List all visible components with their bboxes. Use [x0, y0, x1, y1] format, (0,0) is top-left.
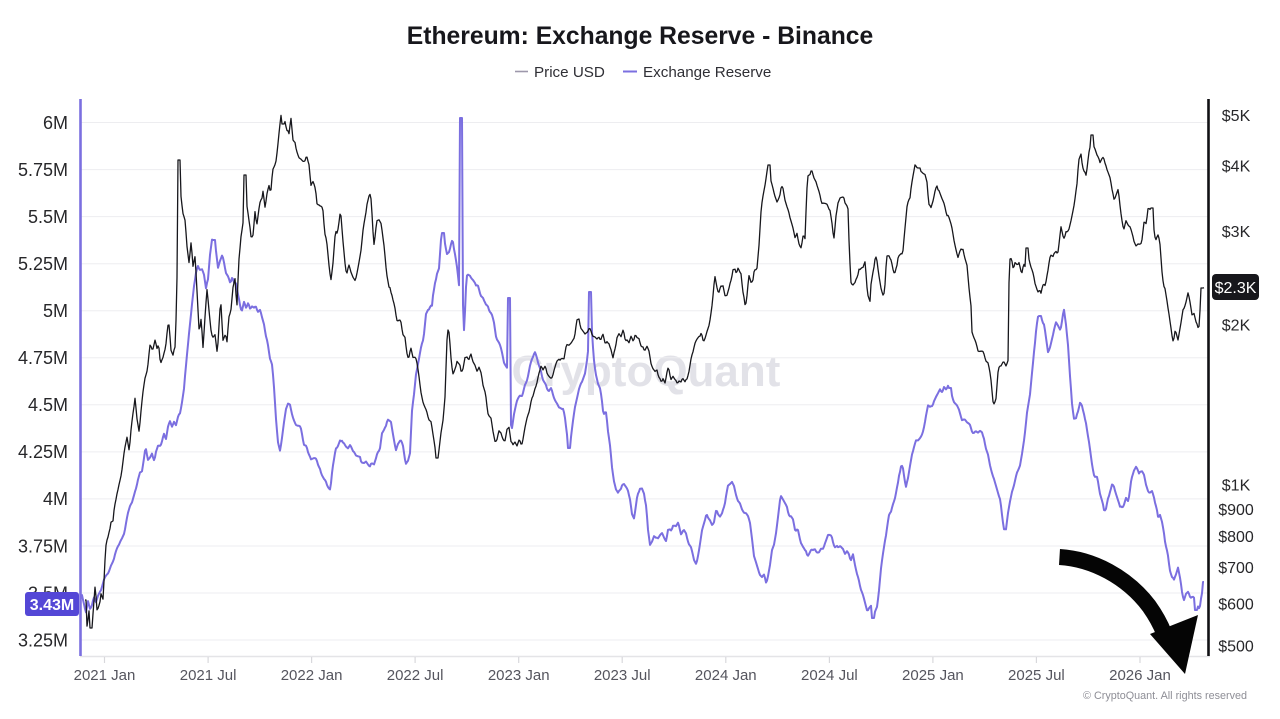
svg-text:3.43M: 3.43M	[30, 597, 74, 614]
svg-text:4.5M: 4.5M	[28, 395, 68, 415]
svg-text:2022 Jul: 2022 Jul	[387, 667, 444, 684]
svg-text:4.25M: 4.25M	[18, 442, 68, 462]
svg-text:2023 Jul: 2023 Jul	[594, 667, 651, 684]
svg-text:3.25M: 3.25M	[18, 630, 68, 650]
svg-text:5.75M: 5.75M	[18, 160, 68, 180]
svg-text:4M: 4M	[43, 489, 68, 509]
svg-text:2024 Jan: 2024 Jan	[695, 667, 757, 684]
svg-text:$1K: $1K	[1222, 478, 1251, 495]
svg-text:2026 Jan: 2026 Jan	[1109, 667, 1171, 684]
svg-text:5.25M: 5.25M	[18, 254, 68, 274]
svg-text:6M: 6M	[43, 113, 68, 133]
svg-text:2021 Jul: 2021 Jul	[180, 667, 237, 684]
svg-text:CryptoQuant: CryptoQuant	[512, 347, 781, 396]
svg-text:$700: $700	[1218, 560, 1254, 577]
svg-text:$600: $600	[1218, 596, 1254, 613]
svg-text:3.75M: 3.75M	[18, 536, 68, 556]
svg-text:$2K: $2K	[1222, 318, 1251, 335]
svg-text:$2.3K: $2.3K	[1215, 280, 1257, 297]
svg-text:2021 Jan: 2021 Jan	[74, 667, 136, 684]
svg-text:5.5M: 5.5M	[28, 207, 68, 227]
svg-text:Price USD: Price USD	[534, 64, 605, 81]
svg-text:© CryptoQuant. All rights rese: © CryptoQuant. All rights reserved	[1083, 690, 1247, 702]
svg-text:$500: $500	[1218, 638, 1254, 655]
svg-text:2022 Jan: 2022 Jan	[281, 667, 343, 684]
svg-text:2024 Jul: 2024 Jul	[801, 667, 858, 684]
svg-text:2025 Jan: 2025 Jan	[902, 667, 964, 684]
svg-text:$900: $900	[1218, 502, 1254, 519]
svg-text:2025 Jul: 2025 Jul	[1008, 667, 1065, 684]
svg-text:2023 Jan: 2023 Jan	[488, 667, 550, 684]
svg-text:Exchange Reserve: Exchange Reserve	[643, 64, 771, 81]
svg-text:$3K: $3K	[1222, 224, 1251, 241]
svg-text:$800: $800	[1218, 529, 1254, 546]
svg-text:$4K: $4K	[1222, 159, 1251, 176]
svg-text:Ethereum: Exchange Reserve - B: Ethereum: Exchange Reserve - Binance	[407, 23, 874, 50]
svg-text:$5K: $5K	[1222, 108, 1251, 125]
svg-text:4.75M: 4.75M	[18, 348, 68, 368]
svg-text:5M: 5M	[43, 301, 68, 321]
